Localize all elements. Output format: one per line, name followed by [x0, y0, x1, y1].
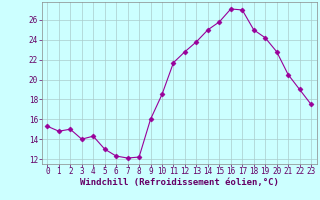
X-axis label: Windchill (Refroidissement éolien,°C): Windchill (Refroidissement éolien,°C) — [80, 178, 279, 187]
